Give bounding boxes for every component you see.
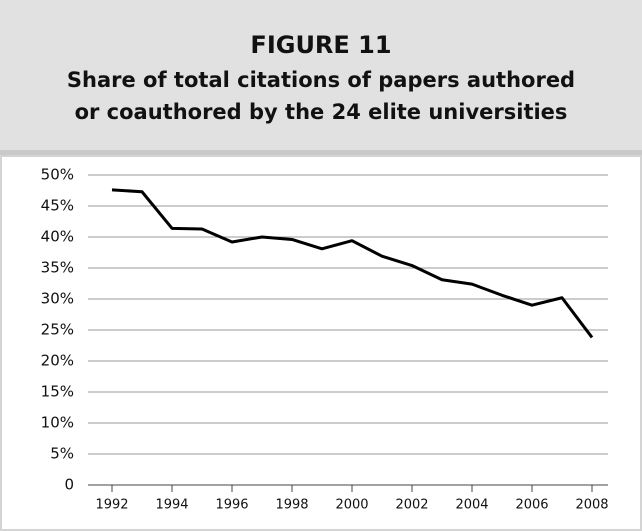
chart-frame (0, 155, 642, 531)
x-tick-label: 2006 (515, 498, 548, 513)
x-tick-label: 2008 (575, 498, 608, 513)
y-tick-label: 5% (50, 445, 74, 463)
header-rule (0, 150, 642, 156)
figure-label: FIGURE 11 (250, 31, 391, 59)
header-band (0, 0, 642, 150)
chart-title: or coauthored by the 24 elite universiti… (75, 100, 568, 124)
x-tick-label: 2002 (395, 498, 428, 513)
data-line (111, 188, 594, 339)
y-tick-label: 50% (41, 166, 74, 184)
y-tick-label: 45% (41, 197, 74, 215)
y-tick-label: 25% (41, 321, 74, 339)
chart-title: Share of total citations of papers autho… (67, 68, 575, 92)
x-tick-label: 1994 (155, 498, 188, 513)
y-tick-label: 20% (41, 352, 74, 370)
y-tick-label: 30% (41, 290, 74, 308)
y-tick-label: 35% (41, 259, 74, 277)
x-tick-label: 2004 (455, 498, 488, 513)
y-tick-label: 10% (41, 414, 74, 432)
y-tick-label: 0 (64, 476, 74, 494)
x-tick-label: 1992 (95, 498, 128, 513)
x-tick-label: 1998 (275, 498, 308, 513)
y-tick-label: 40% (41, 228, 74, 246)
x-tick-label: 1996 (215, 498, 248, 513)
y-tick-label: 15% (41, 383, 74, 401)
x-tick-label: 2000 (335, 498, 368, 513)
